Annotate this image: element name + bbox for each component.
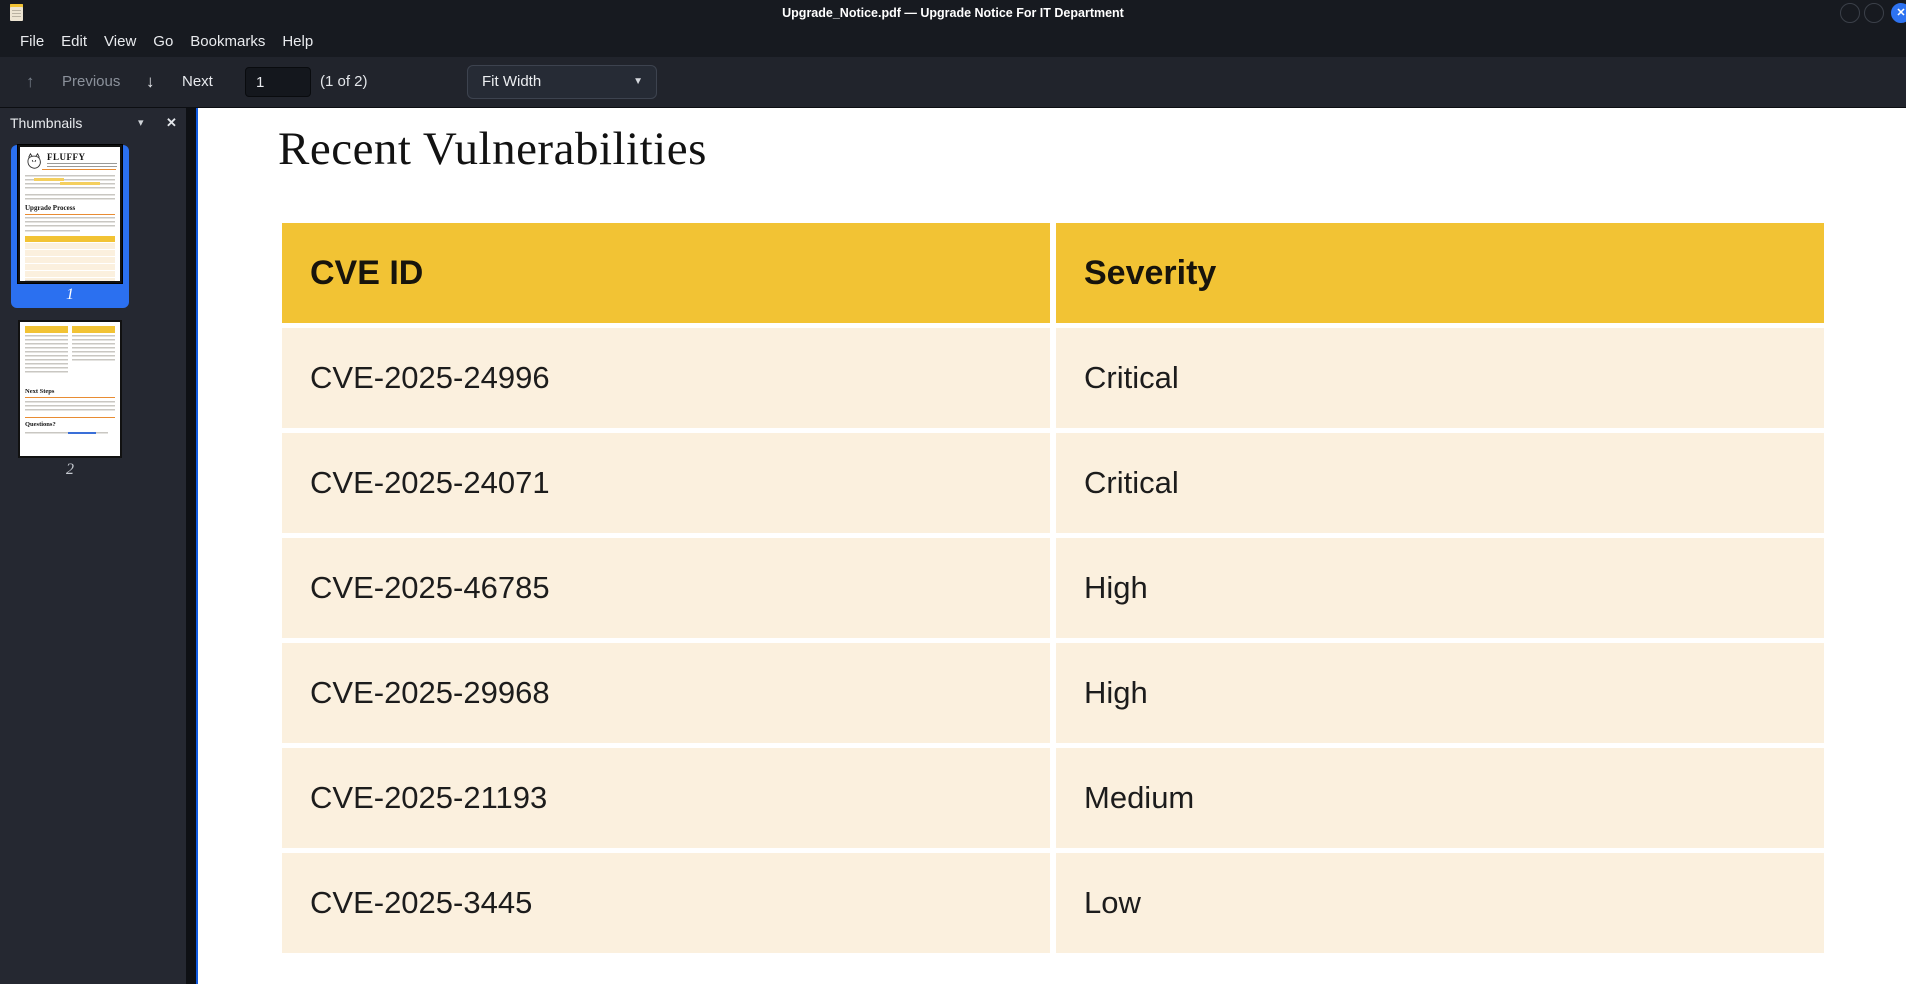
arrow-up-icon: ↑ (26, 72, 35, 91)
toolbar: ↑ Previous ↓ Next (1 of 2) Fit Width ▼ (0, 57, 1906, 108)
table-cell-cve: CVE-2025-29968 (282, 643, 1050, 743)
fluffy-cat-logo-icon (27, 152, 41, 169)
thumbnails-sidebar: Thumbnails ▾ ✕ FLUFFY (0, 108, 186, 984)
main-area: Thumbnails ▾ ✕ FLUFFY (0, 108, 1906, 984)
menu-edit[interactable]: Edit (61, 33, 88, 50)
chevron-down-icon: ▼ (633, 76, 643, 87)
document-focus-border (196, 108, 198, 984)
thumbnail-page-1-preview: FLUFFY Upgrade Process (18, 145, 122, 283)
table-cell-cve: CVE-2025-46785 (282, 538, 1050, 638)
page-number-input[interactable] (245, 67, 311, 97)
thumbnail-brand-text: FLUFFY (47, 152, 86, 162)
zoom-level-select[interactable]: Fit Width ▼ (467, 65, 657, 99)
thumbnail-page-number: 1 (66, 286, 74, 303)
table-cell-severity: Critical (1056, 328, 1824, 428)
thumbnail-mini-heading: Next Steps (25, 388, 55, 395)
table-cell-severity: Low (1056, 853, 1824, 953)
table-cell-cve: CVE-2025-24071 (282, 433, 1050, 533)
thumbnail-page-1[interactable]: FLUFFY Upgrade Process (11, 145, 129, 308)
close-icon: ✕ (1896, 7, 1906, 19)
thumbnail-link-line (68, 432, 96, 434)
window-title: Upgrade_Notice.pdf — Upgrade Notice For … (782, 6, 1124, 20)
arrow-down-icon: ↓ (146, 72, 155, 91)
thumbnail-page-2-preview: Next Steps Questions? (18, 320, 122, 458)
table-cell-cve: CVE-2025-24996 (282, 328, 1050, 428)
table-cell-severity: Medium (1056, 748, 1824, 848)
minimize-button[interactable] (1840, 3, 1860, 23)
table-header-severity: Severity (1056, 223, 1824, 323)
page-title: Recent Vulnerabilities (278, 123, 707, 175)
previous-page-button[interactable]: Previous (62, 73, 121, 90)
thumbnail-page-number: 2 (66, 461, 74, 478)
table-cell-severity: Critical (1056, 433, 1824, 533)
menu-bookmarks[interactable]: Bookmarks (190, 33, 266, 50)
menu-go[interactable]: Go (153, 33, 174, 50)
close-button[interactable]: ✕ (1891, 3, 1906, 23)
page-count-label: (1 of 2) (320, 73, 368, 90)
thumbnail-list: FLUFFY Upgrade Process (0, 145, 186, 483)
sidebar-header: Thumbnails ▾ ✕ (0, 108, 186, 138)
pane-divider[interactable] (186, 108, 196, 984)
menu-help[interactable]: Help (282, 33, 314, 50)
thumbnail-mini-heading: Questions? (25, 421, 56, 428)
maximize-button[interactable] (1864, 3, 1884, 23)
table-header-cve-id: CVE ID (282, 223, 1050, 323)
sidebar-close-icon[interactable]: ✕ (166, 115, 177, 130)
thumbnail-page-2[interactable]: Next Steps Questions? 2 (11, 320, 129, 483)
document-icon (10, 4, 23, 21)
vulnerability-table: CVE ID Severity CVE-2025-24996 Critical … (282, 223, 1824, 953)
menu-file[interactable]: File (20, 33, 45, 50)
pdf-page: Recent Vulnerabilities CVE ID Severity C… (198, 122, 1906, 953)
table-cell-severity: High (1056, 538, 1824, 638)
document-view[interactable]: Recent Vulnerabilities CVE ID Severity C… (198, 108, 1906, 984)
table-cell-severity: High (1056, 643, 1824, 743)
sidebar-title: Thumbnails (10, 115, 83, 131)
thumbnail-mini-heading: Upgrade Process (25, 204, 76, 212)
sidebar-dropdown-icon[interactable]: ▾ (138, 117, 144, 129)
titlebar: Upgrade_Notice.pdf — Upgrade Notice For … (0, 0, 1906, 27)
table-cell-cve: CVE-2025-3445 (282, 853, 1050, 953)
table-cell-cve: CVE-2025-21193 (282, 748, 1050, 848)
zoom-level-value: Fit Width (482, 73, 542, 90)
menu-view[interactable]: View (104, 33, 137, 50)
menubar: File Edit View Go Bookmarks Help (0, 27, 1906, 57)
next-page-button[interactable]: Next (182, 73, 213, 90)
